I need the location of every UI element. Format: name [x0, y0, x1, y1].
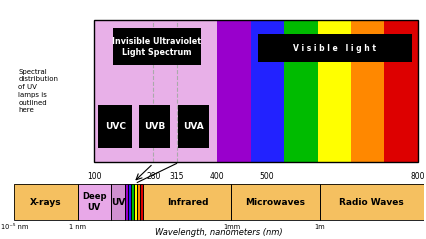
Text: V i s i b l e   l i g h t: V i s i b l e l i g h t: [293, 44, 376, 53]
Bar: [125, 184, 128, 221]
Text: Wavelength, nanometers (nm): Wavelength, nanometers (nm): [155, 228, 282, 237]
Bar: [128, 184, 131, 221]
Text: 100: 100: [87, 172, 101, 181]
Text: 1m: 1m: [314, 224, 324, 230]
Bar: [125, 184, 128, 221]
Text: 280: 280: [146, 172, 160, 181]
Bar: [257, 34, 411, 62]
Bar: [98, 105, 132, 148]
Bar: [94, 20, 417, 162]
Bar: [131, 184, 134, 221]
Text: Infrared: Infrared: [166, 198, 208, 206]
Text: 1mm: 1mm: [222, 224, 239, 230]
Text: 315: 315: [169, 172, 184, 181]
Bar: [112, 28, 200, 65]
Text: UV: UV: [110, 198, 125, 206]
Text: Microwaves: Microwaves: [245, 198, 305, 206]
Bar: [94, 20, 217, 162]
Bar: [128, 184, 131, 221]
Bar: [319, 184, 423, 221]
Bar: [143, 184, 231, 221]
Text: Invisible Ultraviolet
Light Spectrum: Invisible Ultraviolet Light Spectrum: [112, 37, 201, 57]
Bar: [231, 184, 319, 221]
Text: Spectral
distribution
of UV
lamps is
outlined
here: Spectral distribution of UV lamps is out…: [18, 69, 58, 113]
Bar: [231, 184, 319, 221]
Bar: [143, 184, 231, 221]
Bar: [14, 184, 78, 221]
Bar: [134, 184, 137, 221]
Bar: [319, 184, 423, 221]
Text: 10⁻⁵ nm: 10⁻⁵ nm: [1, 224, 28, 230]
Text: X-rays: X-rays: [30, 198, 62, 206]
Bar: [110, 184, 125, 221]
Bar: [317, 20, 350, 162]
Bar: [14, 184, 78, 221]
Text: Deep
UV: Deep UV: [82, 192, 106, 212]
Text: UVB: UVB: [144, 122, 165, 131]
Bar: [78, 184, 110, 221]
Bar: [131, 184, 134, 221]
Bar: [137, 184, 139, 221]
Bar: [217, 20, 250, 162]
Bar: [139, 105, 170, 148]
Text: 1 nm: 1 nm: [69, 224, 86, 230]
Bar: [383, 20, 417, 162]
Text: Radio Waves: Radio Waves: [339, 198, 403, 206]
Bar: [134, 184, 137, 221]
Bar: [139, 184, 143, 221]
Text: UVA: UVA: [183, 122, 204, 131]
Bar: [283, 20, 317, 162]
Bar: [110, 184, 125, 221]
Bar: [350, 20, 383, 162]
Text: 400: 400: [209, 172, 224, 181]
Bar: [250, 20, 283, 162]
Text: 500: 500: [259, 172, 273, 181]
Text: UVC: UVC: [105, 122, 126, 131]
Bar: [139, 184, 143, 221]
Bar: [78, 184, 110, 221]
Bar: [178, 105, 209, 148]
Text: 800: 800: [410, 172, 424, 181]
Bar: [137, 184, 139, 221]
